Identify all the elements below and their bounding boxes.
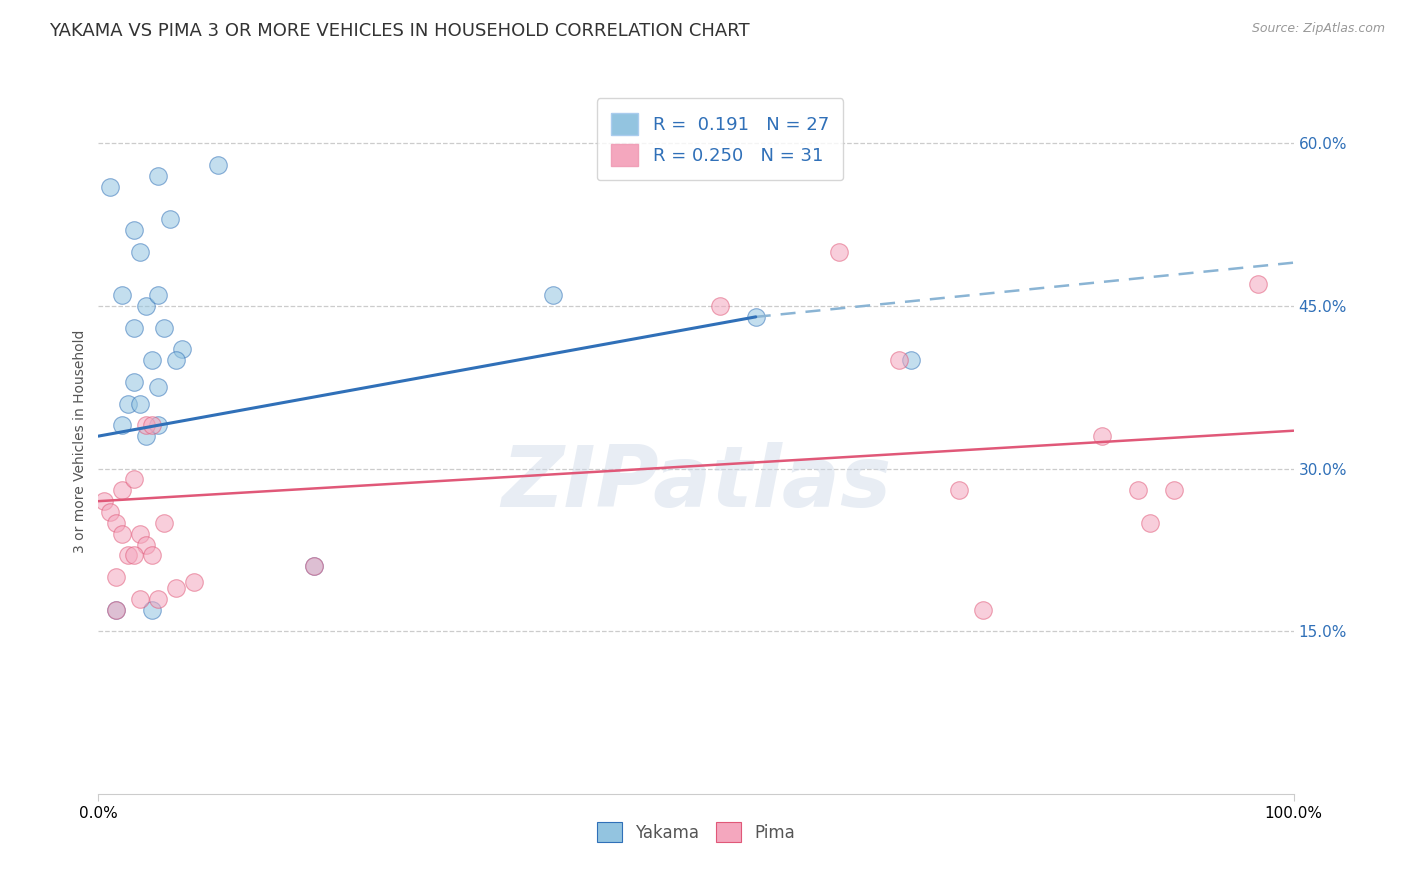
- Point: [105, 516, 128, 530]
- Point: [93, 494, 115, 508]
- Point: [105, 602, 128, 616]
- Point: [972, 602, 994, 616]
- Point: [124, 320, 146, 334]
- Point: [135, 299, 157, 313]
- Point: [172, 343, 194, 357]
- Point: [1139, 516, 1161, 530]
- Point: [135, 418, 157, 433]
- Text: ZIPatlas: ZIPatlas: [501, 442, 891, 525]
- Point: [98, 179, 122, 194]
- Point: [165, 353, 187, 368]
- Point: [148, 380, 170, 394]
- Point: [148, 288, 170, 302]
- Point: [117, 396, 139, 410]
- Point: [159, 212, 181, 227]
- Point: [129, 526, 152, 541]
- Point: [141, 602, 163, 616]
- Point: [124, 223, 146, 237]
- Point: [183, 575, 205, 590]
- Point: [111, 288, 134, 302]
- Point: [135, 537, 157, 551]
- Point: [148, 591, 170, 606]
- Point: [302, 559, 325, 574]
- Point: [828, 244, 851, 259]
- Point: [129, 244, 152, 259]
- Point: [135, 429, 157, 443]
- Point: [1247, 277, 1270, 292]
- Point: [207, 158, 229, 172]
- Point: [900, 353, 922, 368]
- Point: [1163, 483, 1185, 498]
- Point: [1091, 429, 1114, 443]
- Point: [98, 505, 122, 519]
- Point: [124, 473, 146, 487]
- Point: [141, 418, 163, 433]
- Point: [302, 559, 325, 574]
- Point: [745, 310, 768, 324]
- Text: YAKAMA VS PIMA 3 OR MORE VEHICLES IN HOUSEHOLD CORRELATION CHART: YAKAMA VS PIMA 3 OR MORE VEHICLES IN HOU…: [49, 22, 749, 40]
- Point: [141, 549, 163, 563]
- Point: [165, 581, 187, 595]
- Point: [117, 549, 139, 563]
- Point: [111, 526, 134, 541]
- Point: [124, 375, 146, 389]
- Point: [889, 353, 911, 368]
- Point: [141, 353, 163, 368]
- Point: [105, 602, 128, 616]
- Point: [1128, 483, 1150, 498]
- Point: [948, 483, 970, 498]
- Point: [105, 570, 128, 584]
- Point: [153, 320, 176, 334]
- Point: [541, 288, 564, 302]
- Point: [111, 483, 134, 498]
- Point: [153, 516, 176, 530]
- Point: [129, 591, 152, 606]
- Y-axis label: 3 or more Vehicles in Household: 3 or more Vehicles in Household: [73, 330, 87, 553]
- Point: [129, 396, 152, 410]
- Legend: Yakama, Pima: Yakama, Pima: [591, 815, 801, 849]
- Point: [148, 418, 170, 433]
- Point: [111, 418, 134, 433]
- Text: Source: ZipAtlas.com: Source: ZipAtlas.com: [1251, 22, 1385, 36]
- Point: [148, 169, 170, 183]
- Point: [124, 549, 146, 563]
- Point: [709, 299, 731, 313]
